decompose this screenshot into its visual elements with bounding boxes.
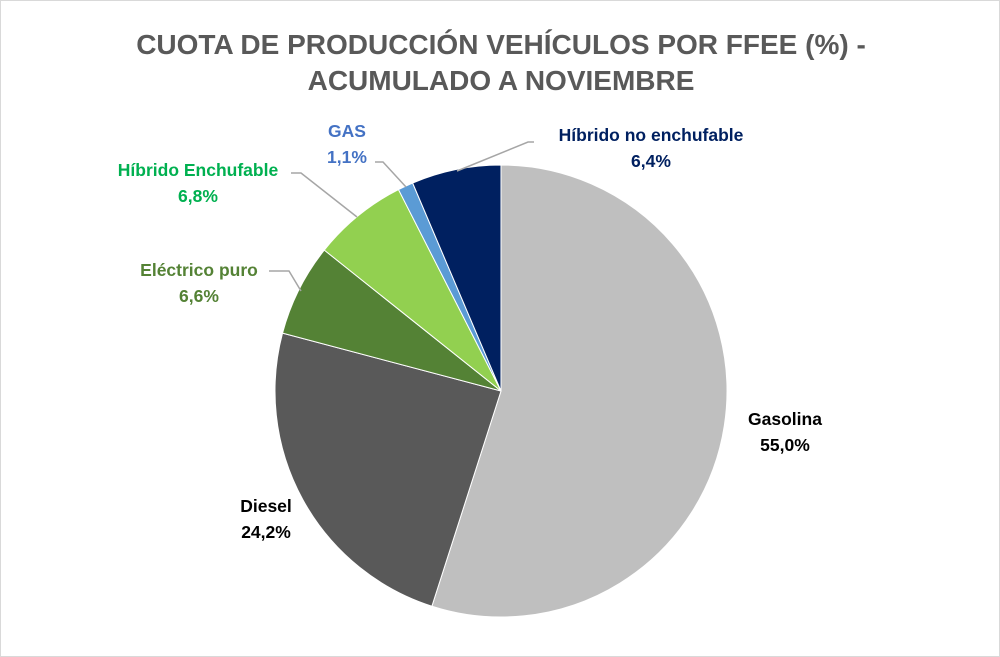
- label-value: 6,8%: [178, 186, 218, 206]
- leader-line-hibrido-enchufable: [291, 172, 358, 218]
- label-name: Híbrido Enchufable: [117, 160, 279, 180]
- label-name: Híbrido no enchufable: [558, 125, 744, 145]
- label-name: Diesel: [240, 496, 292, 516]
- leader-line-gas: [375, 161, 407, 188]
- pie-slice-hibrido-no-enchufable: [411, 164, 502, 392]
- leader-line-hibrido-no-enchufable: [456, 141, 534, 172]
- label-hibrido-enchufable: Híbrido Enchufable 6,8%: [118, 157, 278, 209]
- label-value: 55,0%: [760, 435, 810, 455]
- label-gas: GAS 1,1%: [327, 118, 367, 170]
- leader-line-electrico: [269, 270, 302, 292]
- title-line-1: CUOTA DE PRODUCCIÓN VEHÍCULOS POR FFEE (…: [136, 29, 866, 60]
- label-name: GAS: [328, 121, 366, 141]
- label-value: 24,2%: [241, 522, 291, 542]
- chart-title: CUOTA DE PRODUCCIÓN VEHÍCULOS POR FFEE (…: [1, 27, 999, 99]
- label-name: Eléctrico puro: [140, 260, 258, 280]
- label-name: Gasolina: [748, 409, 822, 429]
- title-line-2: ACUMULADO A NOVIEMBRE: [307, 65, 695, 96]
- label-value: 1,1%: [327, 147, 367, 167]
- label-diesel: Diesel 24,2%: [240, 493, 292, 545]
- label-gasolina: Gasolina 55,0%: [748, 406, 822, 458]
- label-value: 6,6%: [179, 286, 219, 306]
- label-electrico-puro: Eléctrico puro 6,6%: [140, 257, 258, 309]
- label-value: 6,4%: [631, 151, 671, 171]
- pie-slice-diesel: [274, 332, 502, 607]
- pie-slice-gasolina: [431, 164, 728, 618]
- label-hibrido-no-enchufable: Híbrido no enchufable 6,4%: [559, 122, 744, 174]
